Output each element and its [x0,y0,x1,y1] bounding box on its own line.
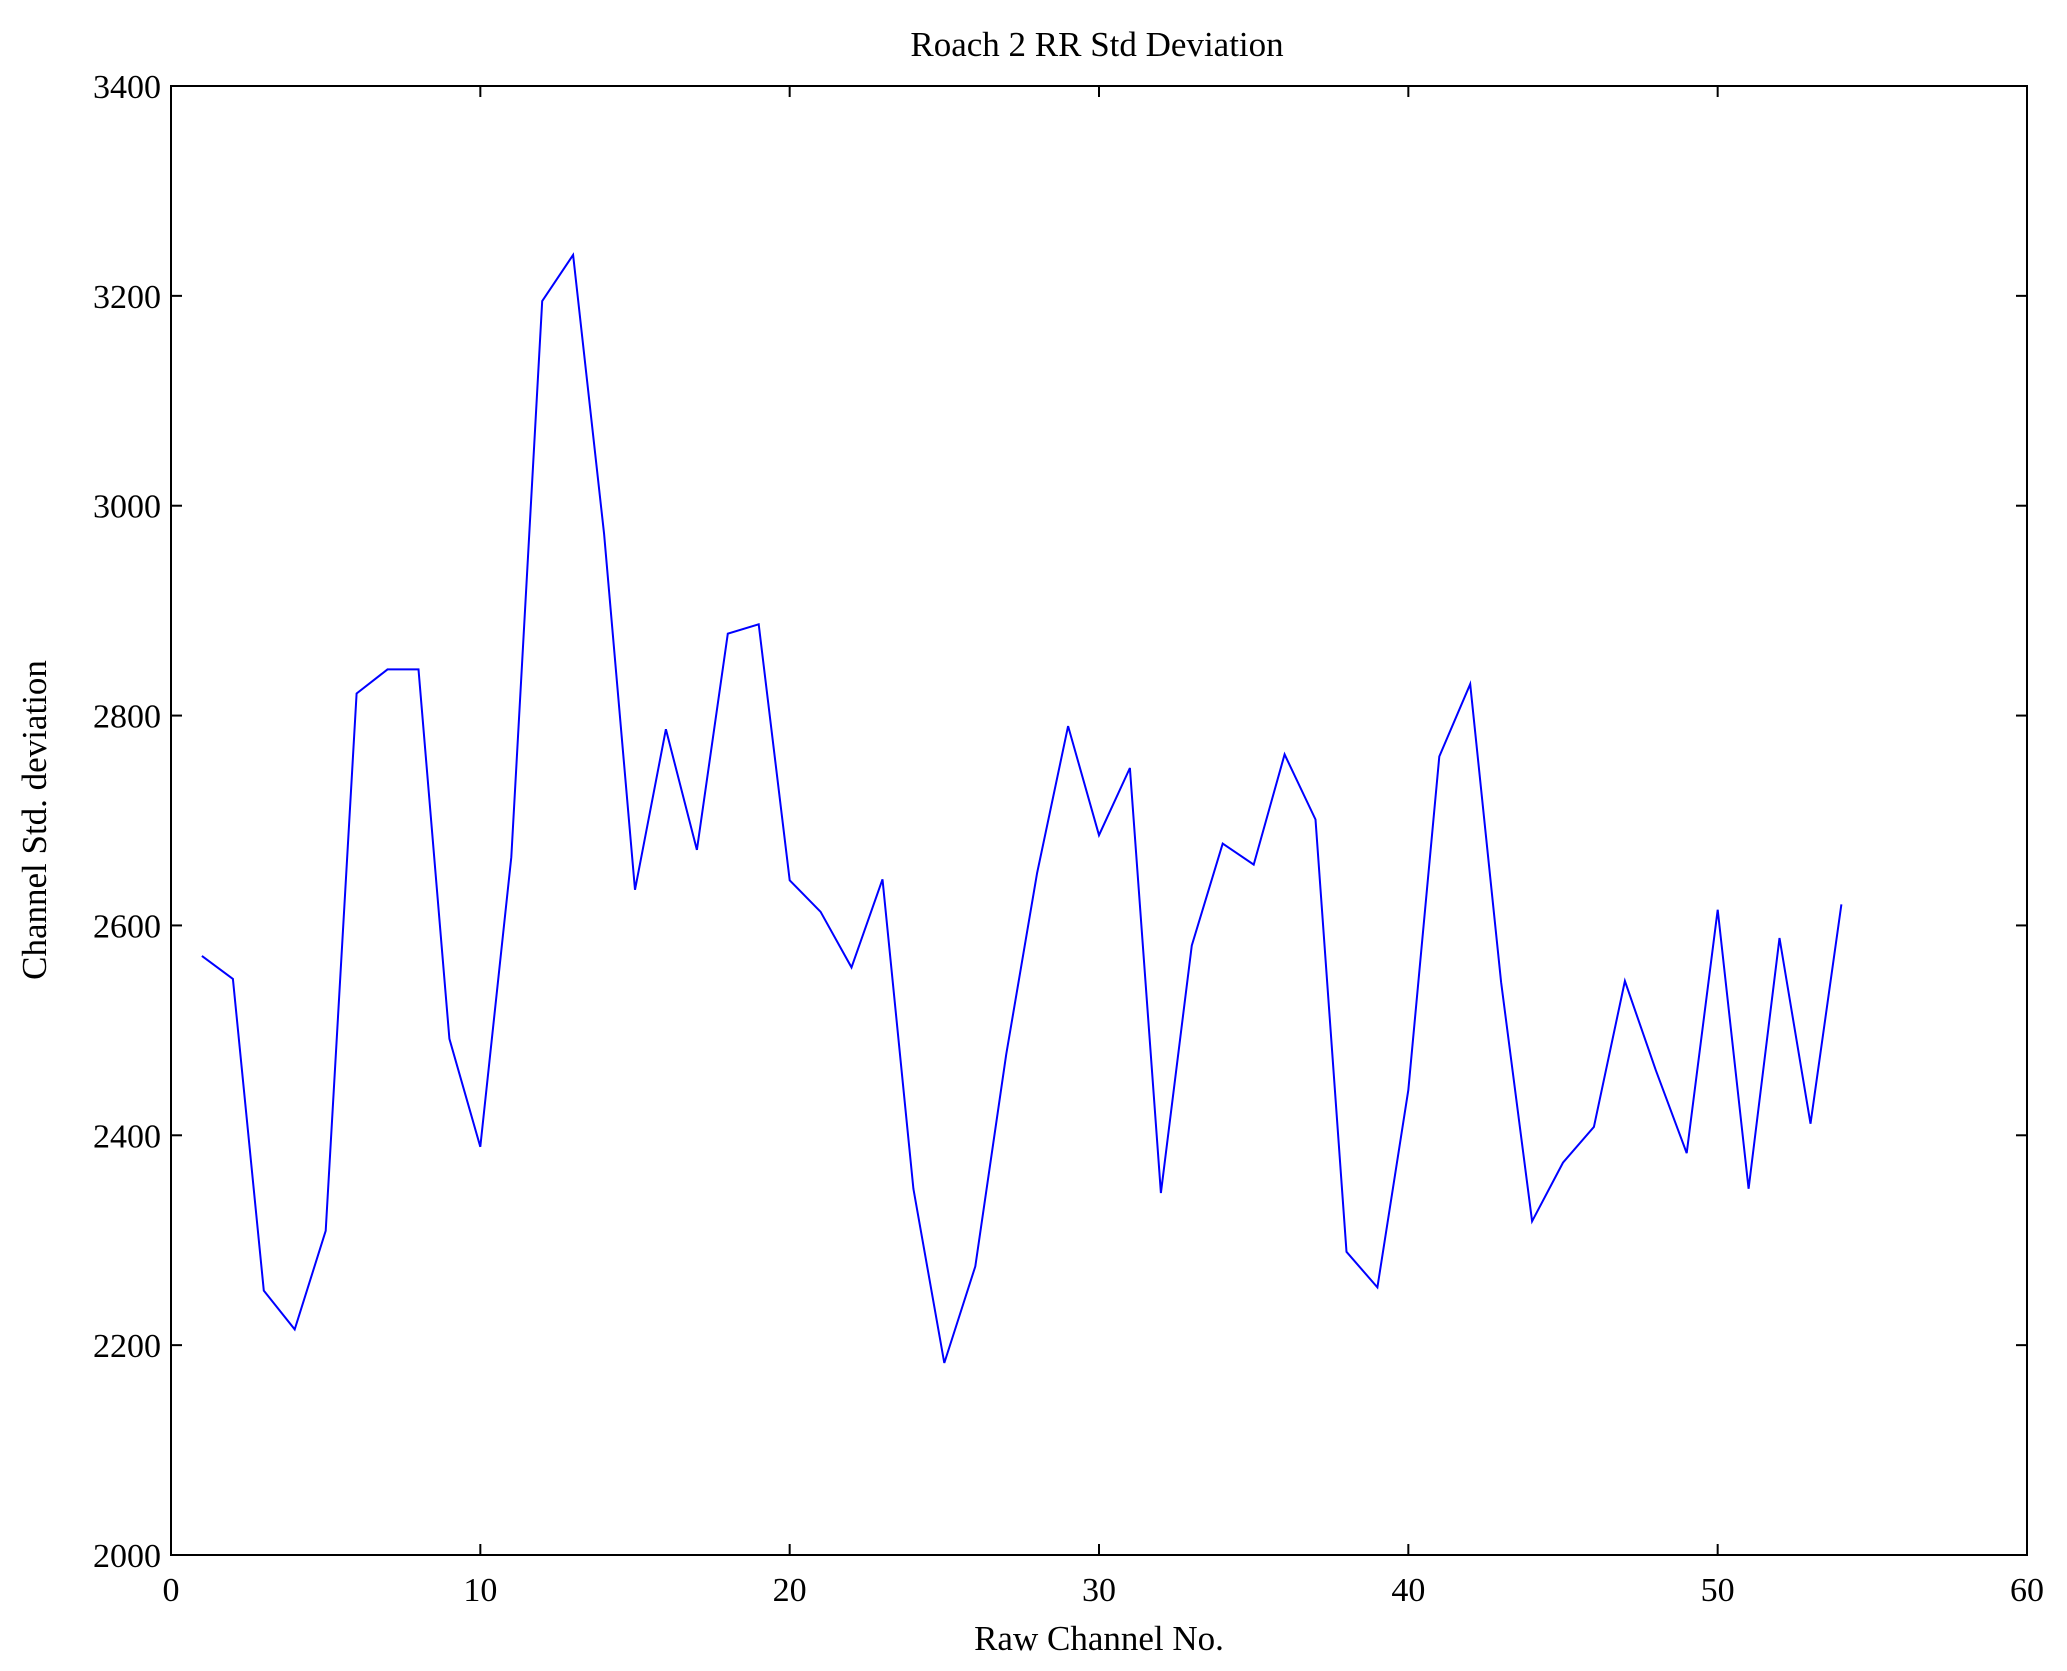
y-axis-label: Channel Std. deviation [15,660,54,980]
x-tick-label: 10 [463,1572,497,1609]
x-tick-label: 20 [773,1572,807,1609]
axis-ticks: 0 10 20 30 40 50 60 2000 2200 2400 2600 2800 3000 320… [93,69,2044,1609]
x-tick-label: 40 [1391,1572,1425,1609]
y-tick-label: 2400 [93,1118,161,1155]
x-tick-label: 50 [1701,1572,1735,1609]
y-tick-label: 2200 [93,1328,161,1365]
x-axis-label: Raw Channel No. [974,1619,1224,1658]
x-tick-label: 60 [2010,1572,2044,1609]
series-layer [201,252,1843,1364]
y-tick-label: 2600 [93,908,161,945]
chart-title: Roach 2 RR Std Deviation [910,25,1283,64]
y-tick-label: 3000 [93,489,161,526]
series-line [201,252,1843,1364]
y-tick-label: 3200 [93,279,161,316]
plot-frame [170,85,2028,1556]
x-tick-label: 30 [1082,1572,1116,1609]
y-tick-label: 2000 [93,1538,161,1575]
y-tick-label: 3400 [93,69,161,106]
x-tick-label: 0 [163,1572,180,1609]
y-tick-label: 2800 [93,699,161,736]
